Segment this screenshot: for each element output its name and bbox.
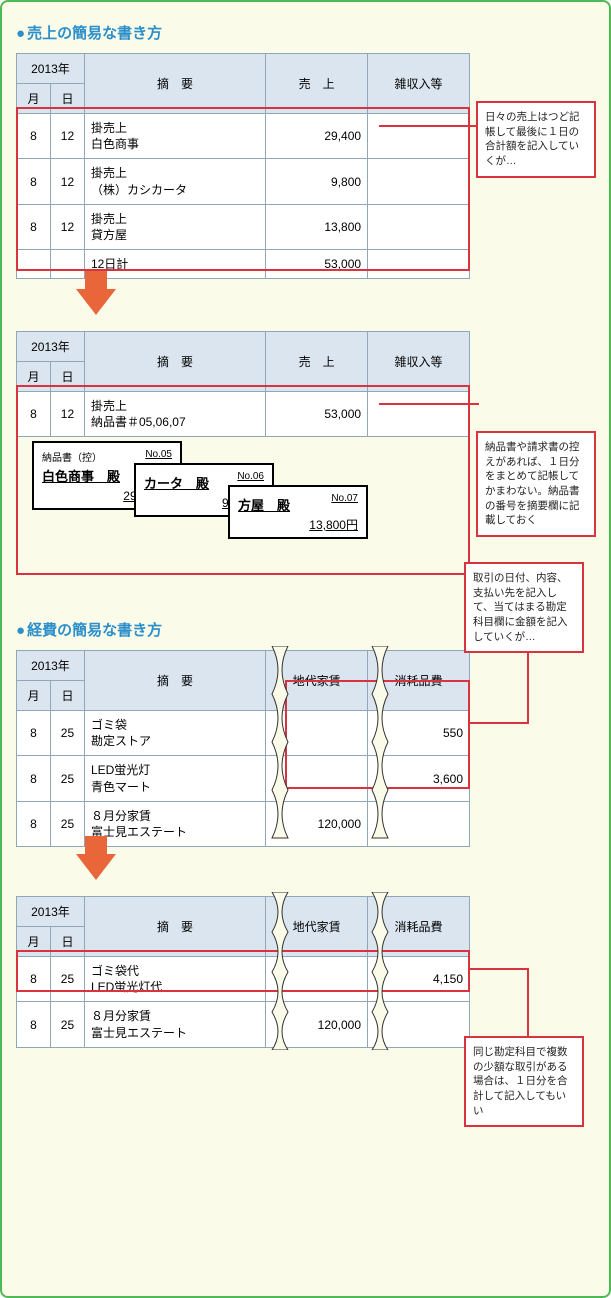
th-supply: 消耗品費 [368, 651, 470, 711]
th-day: 日 [50, 927, 84, 957]
arrow-down-icon [76, 289, 116, 315]
callout-line-4v [527, 968, 529, 1036]
table-row: 8 25 ゴミ袋代LED蛍光灯代 4,150 [17, 957, 470, 1002]
th-sales: 売 上 [266, 54, 368, 114]
table-row: 8 12 掛売上白色商事 29,400 [17, 114, 470, 159]
callout-1: 日々の売上はつど記帳して最後に１日の合計額を記入していくが… [476, 101, 596, 178]
th-desc: 摘 要 [84, 651, 265, 711]
slip-3: No.07 方屋 殿 13,800円 [228, 485, 368, 539]
th-year: 2013年 [17, 897, 85, 927]
callout-line-4 [469, 968, 529, 970]
th-desc: 摘 要 [84, 332, 265, 392]
slip-header: 納品書（控） [42, 453, 102, 464]
slip-no: No.05 [145, 449, 172, 460]
section2-table2: 2013年 摘 要 地代家賃 消耗品費 月 日 8 25 ゴミ袋代LED蛍光灯代… [16, 896, 470, 1048]
th-sales: 売 上 [266, 332, 368, 392]
arrow-down-icon [76, 854, 116, 880]
th-month: 月 [17, 927, 51, 957]
section1-table1: 2013年 摘 要 売 上 雑収入等 月 日 8 12 掛売上白色商事 29,4… [16, 53, 470, 279]
th-misc: 雑収入等 [368, 54, 470, 114]
slip-no: No.06 [237, 471, 264, 482]
section2-table2-wrap: 2013年 摘 要 地代家賃 消耗品費 月 日 8 25 ゴミ袋代LED蛍光灯代… [16, 896, 595, 1046]
table-row: 8 25 LED蛍光灯青色マート 3,600 [17, 756, 470, 801]
slip-no: No.07 [331, 493, 358, 504]
table-row: 8 25 ８月分家賃富士見エステート 120,000 [17, 1002, 470, 1047]
page: 売上の簡易な書き方 2013年 摘 要 売 上 雑収入等 月 日 8 12 掛売… [0, 0, 611, 1298]
callout-3: 取引の日付、内容、支払い先を記入して、当てはまる勘定科目欄に金額を記入していくが… [464, 562, 584, 653]
section1-title: 売上の簡易な書き方 [16, 22, 595, 43]
section2-table1-wrap: 2013年 摘 要 地代家賃 消耗品費 月 日 8 25 ゴミ袋勘定ストア 55… [16, 650, 595, 838]
th-rent: 地代家賃 [266, 651, 368, 711]
th-day: 日 [50, 84, 84, 114]
callout-line-2 [379, 403, 479, 405]
section1-table1-wrap: 2013年 摘 要 売 上 雑収入等 月 日 8 12 掛売上白色商事 29,4… [16, 53, 595, 273]
th-supply: 消耗品費 [368, 897, 470, 957]
callout-2: 納品書や請求書の控えがあれば、１日分をまとめて記帳してかまわない。納品書の番号を… [476, 431, 596, 537]
section1-table2: 2013年 摘 要 売 上 雑収入等 月 日 8 12 掛売上納品書＃05,06… [16, 331, 470, 437]
th-month: 月 [17, 362, 51, 392]
th-year: 2013年 [17, 651, 85, 681]
th-misc: 雑収入等 [368, 332, 470, 392]
callout-4: 同じ勘定科目で複数の少額な取引がある場合は、１日分を合計して記入してもいい [464, 1036, 584, 1127]
th-year: 2013年 [17, 332, 85, 362]
section1-table2-wrap: 2013年 摘 要 売 上 雑収入等 月 日 8 12 掛売上納品書＃05,06… [16, 331, 595, 581]
th-rent: 地代家賃 [266, 897, 368, 957]
section2-table1: 2013年 摘 要 地代家賃 消耗品費 月 日 8 25 ゴミ袋勘定ストア 55… [16, 650, 470, 847]
table-row: 8 25 ゴミ袋勘定ストア 550 [17, 711, 470, 756]
slip-amount: 13,800円 [238, 516, 358, 533]
callout-line-3 [469, 722, 529, 724]
th-desc: 摘 要 [84, 897, 265, 957]
callout-line-1 [379, 125, 479, 127]
th-day: 日 [50, 681, 84, 711]
th-desc: 摘 要 [84, 54, 265, 114]
th-month: 月 [17, 681, 51, 711]
table-row: 8 12 掛売上納品書＃05,06,07 53,000 [17, 392, 470, 437]
th-month: 月 [17, 84, 51, 114]
table-row: 8 12 掛売上（株）カシカータ 9,800 [17, 159, 470, 204]
th-day: 日 [50, 362, 84, 392]
th-year: 2013年 [17, 54, 85, 84]
table-row: 8 12 掛売上貸方屋 13,800 [17, 204, 470, 249]
